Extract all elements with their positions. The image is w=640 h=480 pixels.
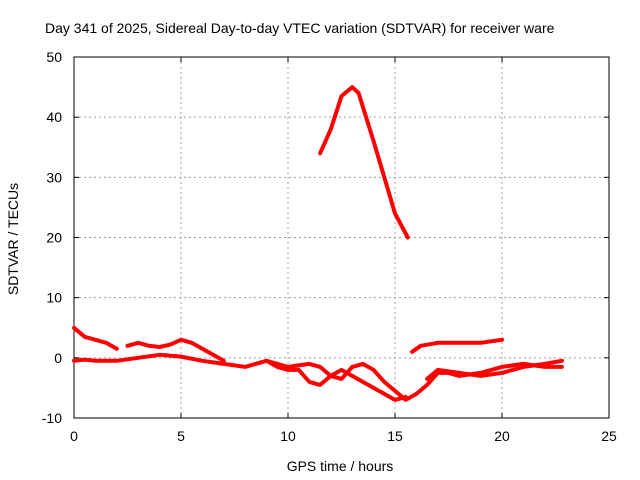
y-tick-label: 40 [46, 109, 62, 125]
series-line-sat-c [125, 337, 226, 363]
data-series [72, 85, 564, 402]
grid [74, 57, 609, 418]
y-tick-label: 20 [46, 230, 62, 246]
chart-title: Day 341 of 2025, Sidereal Day-to-day VTE… [45, 20, 555, 36]
y-axis-label: SDTVAR / TECUs [5, 183, 21, 295]
series-line-sat-a [72, 325, 119, 351]
x-axis-label: GPS time / hours [287, 458, 394, 474]
series-line-sat-b [72, 352, 564, 402]
axis-ticks: 0 5 10 15 20 25 -10 0 10 20 30 40 50 [42, 49, 617, 444]
series-line-sat-e [318, 85, 410, 240]
x-tick-label: 15 [387, 428, 403, 444]
x-tick-label: 5 [177, 428, 185, 444]
x-tick-label: 10 [280, 428, 296, 444]
y-tick-label: 10 [46, 290, 62, 306]
y-tick-label: 30 [46, 169, 62, 185]
x-tick-label: 25 [601, 428, 617, 444]
y-tick-label: 0 [54, 350, 62, 366]
y-tick-label: -10 [42, 410, 62, 426]
x-tick-label: 20 [494, 428, 510, 444]
x-tick-label: 0 [70, 428, 78, 444]
series-line-sat-d [264, 358, 408, 402]
series-line-sat-g [425, 358, 564, 381]
y-tick-label: 50 [46, 49, 62, 65]
series-line-sat-f [410, 337, 504, 354]
